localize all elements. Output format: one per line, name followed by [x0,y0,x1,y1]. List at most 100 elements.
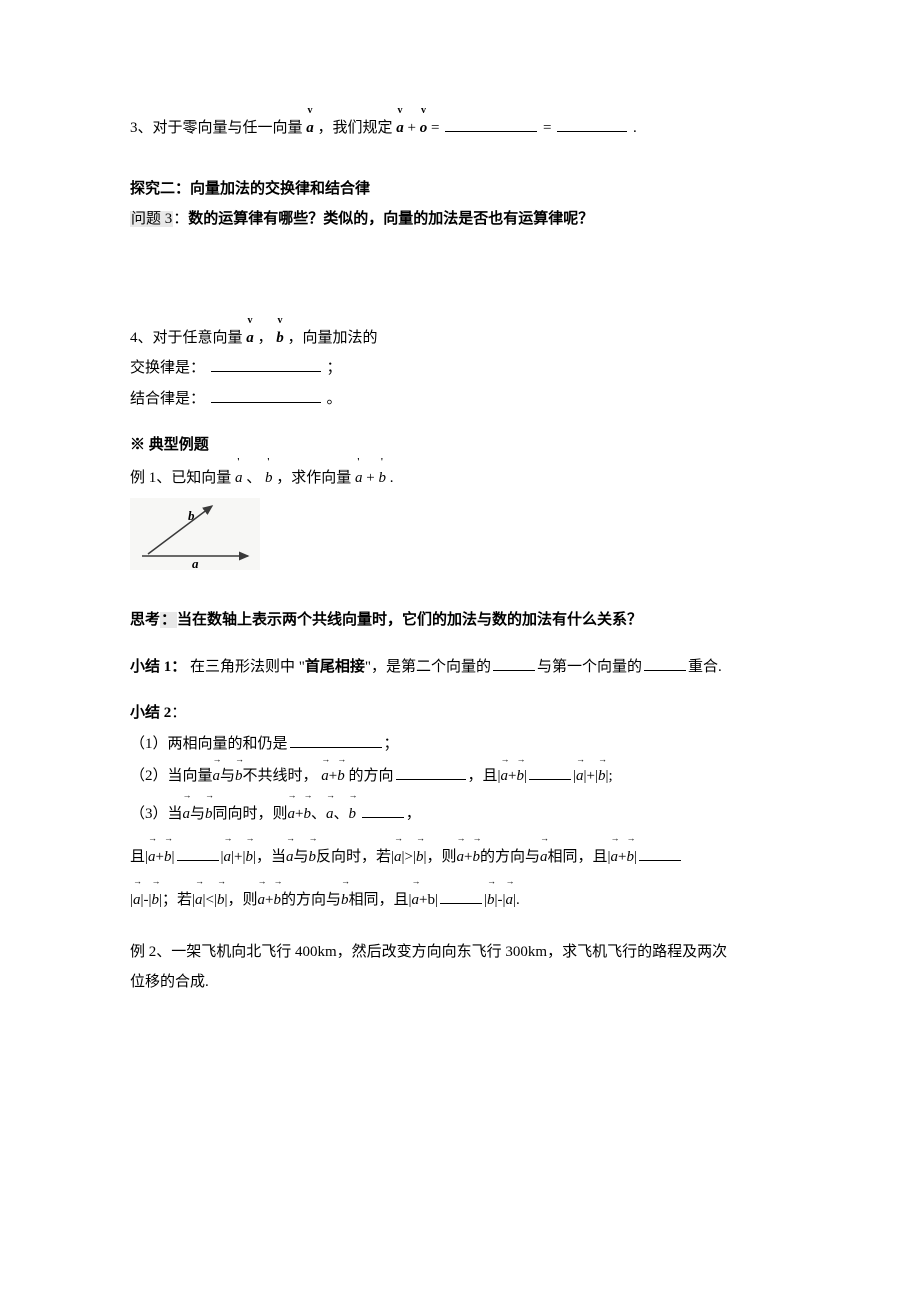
text: |；若| [159,892,195,908]
vector-b: b [164,836,172,877]
vector-a-bold: a [306,112,314,143]
vector-a: a [213,760,221,791]
summary-2-4: 且|a+b||a|+|b|，当a与b反向时，若|a|>|b|，则a+b的方向与a… [130,836,790,877]
blank [290,732,382,748]
vector-a: a [286,836,294,877]
vector-a-bold: a [246,322,254,353]
vector-b: b [265,462,273,493]
text: 、 [246,470,261,486]
example-2-line2: 位移的合成. [130,968,790,997]
text: 。 [327,391,342,407]
example-1: 例 1、已知向量 a 、 b ，求作向量 a + b . [130,462,790,493]
text: 与 [294,849,309,865]
text: 例 1、已知向量 [130,470,231,486]
vector-a: a [506,879,514,920]
blank [493,655,535,671]
vector-b: b [598,760,606,791]
text: . [633,120,637,136]
blank [440,888,482,904]
blank [639,845,681,861]
vector-b: b [341,879,349,920]
vector-b: b [379,462,387,493]
text: + [366,470,374,486]
text: |，则 [424,849,457,865]
text: 反向时，若| [316,849,394,865]
text: |; [606,768,613,784]
text: 的方向 [349,768,394,784]
vector-svg: b a [130,498,260,570]
blank [529,764,571,780]
summary2-label: 小结 2 [130,705,171,721]
vector-b: b [217,879,225,920]
question-3: 问题 3：数的运算律有哪些？类似的，向量的加法是否也有运算律呢？ [130,205,790,234]
text: ； [327,360,342,376]
text: |-| [495,892,506,908]
vector-a: a [501,760,509,791]
blank [211,387,321,403]
text: （2）当向量 [130,768,213,784]
blank [211,356,321,372]
text: |. [513,892,520,908]
text: 结合律是： [130,391,205,407]
text: 交换律是： [130,360,205,376]
summary-2-1: （1）两相向量的和仍是； [130,730,790,759]
vector-a: a [258,879,266,920]
item-3: 3、对于零向量与任一向量 a ，我们规定 a + o = = . [130,112,790,143]
text: ，求作向量 [276,470,351,486]
vector-a: a [540,836,548,877]
vector-a: a [235,462,243,493]
text: + [329,768,337,784]
text: "，是第二个向量的 [365,659,491,675]
text: ，且| [468,768,501,784]
text: |>| [402,849,416,865]
summary-2-heading: 小结 2： [130,699,790,728]
text: + [464,849,472,865]
text: . [390,470,394,486]
think-line: 思考：当在数轴上表示两个共线向量时，它们的加法与数的加法有什么关系？ [130,606,790,635]
vector-o-bold: o [420,112,428,143]
text: 、 [311,806,326,822]
summary-1: 小结 1： 在三角形法则中 "首尾相接"，是第二个向量的与第一个向量的重合. [130,653,790,682]
text: 与 [190,806,205,822]
text: +b| [419,892,438,908]
vector-a: a [457,836,465,877]
text: |，当 [253,849,286,865]
blank [396,764,466,780]
vector-b: b [245,836,253,877]
vector-a-bold: a [396,112,404,143]
question-label: 问题 3 [130,211,173,227]
vector-a: a [576,760,584,791]
text: 与 [220,768,235,784]
vector-b: b [517,760,525,791]
vector-b: b [487,879,495,920]
vector-b: b [274,879,282,920]
text: ： [173,211,188,227]
text: 与第一个向量的 [537,659,642,675]
vector-a: a [412,879,420,920]
text: 且| [130,849,148,865]
text: 重合. [688,659,722,675]
text: 、 [334,806,349,822]
text: |-| [141,892,152,908]
text [356,806,360,822]
blank [557,116,627,132]
text: 的方向与 [480,849,540,865]
text: （3）当 [130,806,183,822]
blank [644,655,686,671]
text: = [543,120,551,136]
vector-b: b [472,836,480,877]
think-colon: ： [160,612,177,628]
text: ，向量加法的 [288,330,378,346]
vector-a: a [611,836,619,877]
text: ： [171,705,186,721]
text: 同向时，则 [213,806,288,822]
vector-b: b [235,760,243,791]
text: | [524,768,527,784]
text: 相同，且| [548,849,611,865]
blank [362,802,404,818]
think-text: 当在数轴上表示两个共线向量时，它们的加法与数的加法有什么关系？ [177,612,642,628]
blank [177,845,219,861]
text: 相同，且| [349,892,412,908]
item-4: 4、对于任意向量 a ， b ，向量加法的 [130,322,790,353]
vector-a: a [133,879,141,920]
